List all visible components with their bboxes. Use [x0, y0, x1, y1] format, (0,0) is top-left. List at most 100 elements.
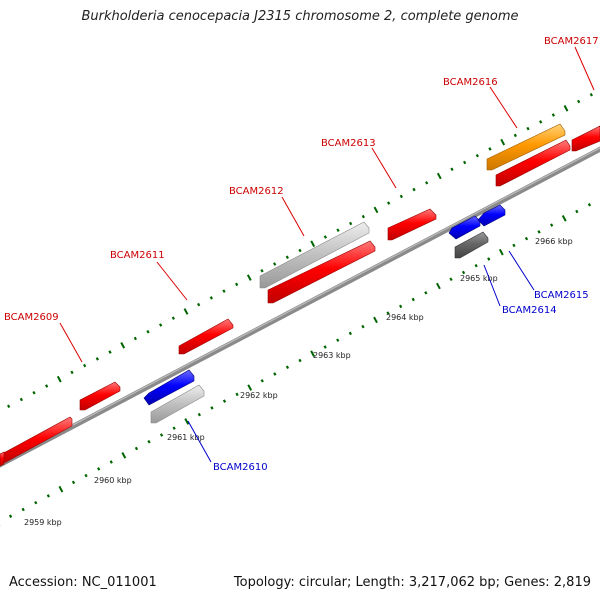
gene-label-forward[interactable]: BCAM2613: [321, 138, 376, 149]
gene-label-reverse[interactable]: BCAM2615: [534, 290, 589, 301]
gene-block-reverse[interactable]: [477, 204, 506, 227]
track-tick: [526, 126, 530, 131]
track-tick: [537, 230, 541, 234]
track-tick: [58, 485, 64, 493]
gene-label-forward[interactable]: BCAM2611: [110, 250, 165, 261]
track-tick: [183, 308, 189, 315]
track-tick: [7, 404, 11, 409]
track-tick: [159, 433, 164, 437]
track-tick: [172, 426, 176, 430]
kbp-label: 2964 kbp: [386, 313, 424, 322]
track-tick: [109, 460, 113, 464]
track-tick: [285, 255, 289, 260]
genome-summary-text: Topology: circular; Length: 3,217,062 bp…: [233, 575, 591, 590]
track-tick: [387, 201, 391, 205]
gene-block-pseudo[interactable]: [150, 384, 205, 424]
track-tick: [71, 480, 76, 485]
track-tick: [134, 446, 139, 451]
kbp-label: 2960 kbp: [94, 476, 132, 485]
track-tick: [95, 357, 99, 361]
track-tick: [361, 214, 365, 219]
track-tick: [575, 209, 579, 214]
track-tick: [298, 248, 302, 253]
track-tick: [539, 120, 543, 124]
track-tick: [323, 345, 327, 349]
track-tick: [487, 257, 491, 261]
track-tick: [56, 375, 62, 383]
gene-block-dark[interactable]: [454, 231, 489, 259]
track-tick: [349, 221, 353, 226]
track-tick: [561, 215, 567, 222]
track-tick: [273, 372, 277, 376]
track-tick: [524, 236, 529, 241]
gene-block-pseudo[interactable]: [259, 221, 370, 289]
track-tick: [97, 467, 101, 471]
gene-block-highlight[interactable]: [486, 123, 566, 171]
track-tick: [550, 223, 554, 227]
gene-block-forward[interactable]: [387, 208, 437, 241]
track-tick: [373, 316, 378, 324]
gene-features: [0, 123, 600, 467]
track-tick: [513, 133, 517, 138]
gene-block-forward-edge[interactable]: [0, 451, 5, 467]
accession-text: Accession: NC_011001: [9, 575, 157, 590]
track-tick: [273, 262, 277, 266]
track-tick: [577, 99, 581, 104]
gene-block-forward[interactable]: [0, 416, 73, 465]
track-tick: [171, 316, 175, 320]
kbp-label: 2961 kbp: [167, 433, 205, 442]
forward-track-ticks: [7, 92, 593, 409]
gene-label-forward[interactable]: BCAM2617: [544, 36, 599, 47]
kbp-label: 2966 kbp: [535, 237, 573, 246]
track-tick: [285, 365, 290, 370]
gene-block-reverse[interactable]: [143, 369, 195, 406]
track-tick: [222, 399, 227, 403]
track-tick: [298, 358, 302, 363]
gene-labels: BCAM2609 BCAM2611 BCAM2612 BCAM2613 BCAM…: [4, 36, 599, 473]
track-tick: [323, 235, 327, 239]
track-tick: [8, 514, 13, 519]
track-tick: [436, 172, 442, 180]
track-tick: [551, 113, 555, 117]
gene-label-reverse[interactable]: BCAM2610: [213, 462, 268, 473]
track-tick: [424, 291, 428, 295]
track-tick: [247, 384, 253, 391]
gene-label-forward[interactable]: BCAM2616: [443, 77, 498, 88]
track-tick: [361, 324, 365, 329]
gene-block-forward[interactable]: [571, 125, 600, 152]
gene-block-reverse[interactable]: [448, 215, 481, 240]
track-tick: [260, 269, 264, 273]
track-tick: [475, 153, 479, 158]
track-tick: [399, 304, 403, 309]
track-tick: [260, 379, 264, 383]
track-tick: [310, 240, 316, 248]
track-tick: [235, 392, 239, 397]
track-tick: [498, 248, 504, 256]
track-tick: [19, 397, 23, 402]
ruler-labels: 2959 kbp 2960 kbp 2961 kbp 2962 kbp 2963…: [24, 237, 573, 527]
track-tick: [34, 500, 38, 505]
track-tick: [184, 418, 190, 425]
track-tick: [84, 473, 88, 478]
reverse-track-ticks: [0, 202, 592, 526]
gene-block-forward[interactable]: [495, 139, 571, 187]
track-tick: [436, 282, 441, 290]
track-tick: [46, 494, 50, 498]
chromosome-backbone: [0, 146, 600, 468]
gene-label-reverse[interactable]: BCAM2614: [502, 305, 557, 316]
track-tick: [461, 270, 466, 275]
track-tick: [450, 167, 454, 172]
track-tick: [348, 331, 352, 336]
gene-label-forward[interactable]: BCAM2609: [4, 312, 59, 323]
gene-block-forward[interactable]: [178, 318, 234, 355]
track-tick: [488, 147, 492, 151]
track-tick: [411, 297, 415, 302]
track-tick: [373, 206, 379, 214]
gene-block-forward[interactable]: [267, 240, 376, 304]
gene-label-forward[interactable]: BCAM2612: [229, 186, 284, 197]
track-tick: [121, 452, 127, 459]
track-tick: [235, 282, 239, 287]
gene-block-forward[interactable]: [79, 381, 121, 411]
track-tick: [449, 277, 453, 282]
